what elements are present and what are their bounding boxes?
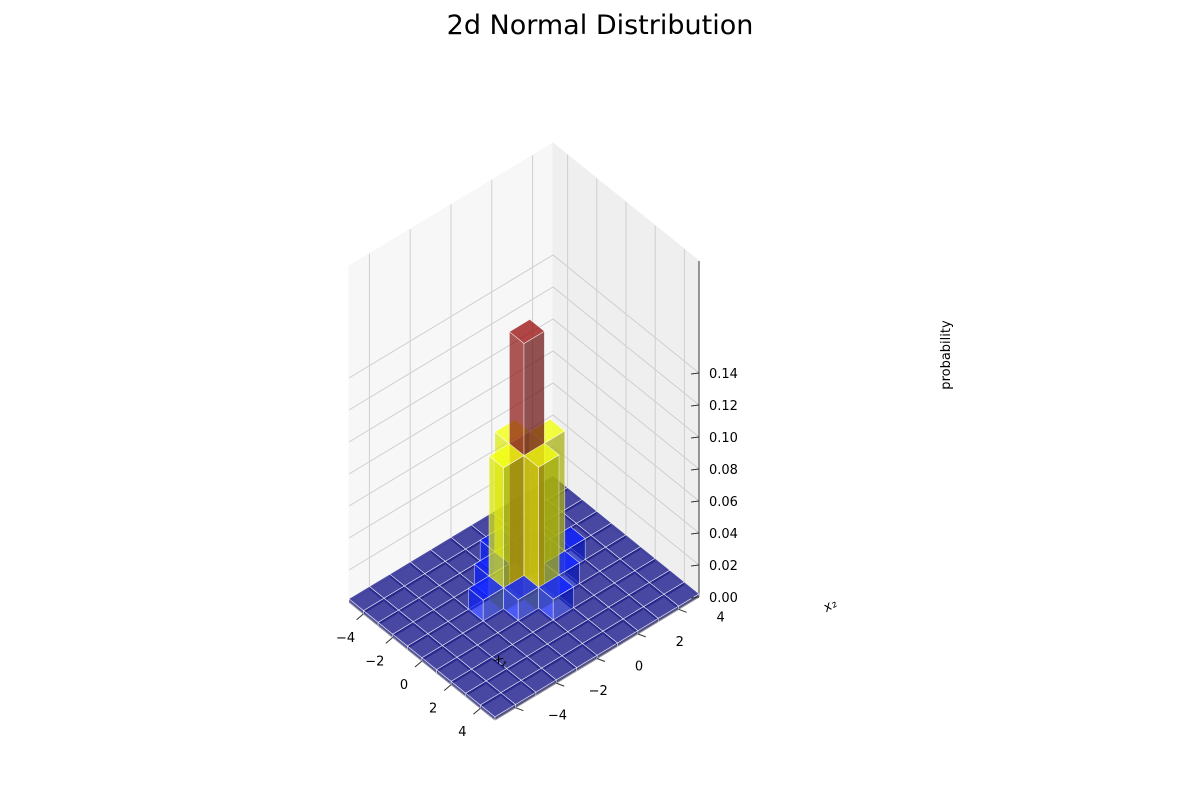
z-tick-label: 0.02 — [709, 559, 738, 574]
x-tick-mark — [443, 684, 452, 691]
z-tick-mark — [690, 404, 700, 407]
chart-ticks: −4 −2 0 2 4 −4 −2 0 2 4 0.00 0.02 0.04 0.06 0.08 0.10 0.… — [336, 367, 738, 740]
grid-line-z — [348, 254, 700, 379]
x-tick-mark — [356, 613, 364, 621]
x-tick-label: 2 — [429, 702, 437, 717]
y-tick-mark — [515, 707, 524, 712]
z-tick-mark — [690, 532, 700, 535]
z-tick-mark — [690, 468, 700, 471]
z-tick-mark — [690, 436, 700, 439]
z-tick-label: 0.00 — [709, 591, 738, 606]
chart-title: 2d Normal Distribution — [446, 10, 754, 41]
bar-face-top — [479, 692, 516, 718]
y-tick-label: 4 — [716, 610, 724, 625]
x-tick-label: 4 — [458, 725, 466, 740]
bar-face-top — [523, 442, 560, 468]
x-tick-label: −4 — [336, 631, 355, 646]
z-tick-mark — [690, 372, 700, 375]
x-tick-mark — [385, 637, 394, 644]
bar-face-top — [508, 319, 545, 344]
x-tick-label: −2 — [365, 654, 384, 669]
grid-line-z — [348, 318, 700, 443]
x-axis-label: x₁ — [491, 651, 511, 671]
y-tick-label: −2 — [589, 684, 608, 699]
y-tick-label: 2 — [676, 635, 684, 650]
chart-bars — [348, 319, 700, 721]
z-tick-label: 0.10 — [709, 431, 738, 446]
bar-face-top — [538, 574, 575, 600]
y-tick-label: 0 — [635, 660, 643, 675]
y-tick-mark — [596, 658, 606, 662]
y-tick-label: −4 — [548, 709, 567, 724]
bar — [479, 692, 516, 721]
grid-line-z — [348, 350, 700, 475]
grid-line-z — [348, 382, 700, 507]
z-tick-label: 0.14 — [709, 367, 738, 382]
chart-axis-labels: x₁ x₂ probability — [491, 320, 954, 671]
z-tick-label: 0.04 — [709, 527, 738, 542]
z-tick-mark — [690, 564, 700, 567]
x-tick-mark — [414, 660, 423, 668]
z-axis-label: probability — [939, 320, 954, 390]
z-tick-label: 0.06 — [709, 495, 738, 510]
y-axis-label: x₂ — [820, 596, 840, 616]
grid-line-z — [348, 286, 700, 411]
grid-line-z — [348, 414, 700, 539]
bar — [523, 442, 560, 612]
z-tick-label: 0.12 — [709, 399, 738, 414]
z-tick-label: 0.08 — [709, 463, 738, 478]
z-tick-mark — [690, 500, 700, 503]
y-tick-mark — [678, 608, 687, 613]
y-tick-mark — [637, 633, 646, 638]
y-tick-mark — [556, 682, 565, 687]
x-tick-mark — [473, 707, 481, 715]
z-tick-mark — [690, 596, 700, 599]
x-tick-label: 0 — [400, 678, 408, 693]
